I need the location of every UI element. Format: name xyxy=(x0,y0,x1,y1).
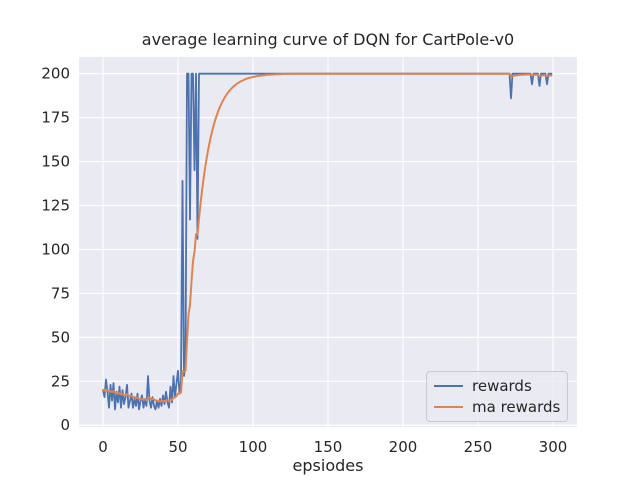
y-tick-label: 75 xyxy=(51,284,70,302)
y-tick-label: 0 xyxy=(60,416,70,434)
x-tick-label: 100 xyxy=(239,438,268,456)
legend-label-ma-rewards: ma rewards xyxy=(472,398,561,416)
x-tick-label: 0 xyxy=(98,438,108,456)
y-tick-label: 175 xyxy=(41,109,70,127)
legend-item-rewards: rewards xyxy=(434,377,559,395)
x-tick-label: 150 xyxy=(314,438,343,456)
ma-rewards-line-swatch xyxy=(434,406,463,408)
x-tick-label: 300 xyxy=(539,438,568,456)
y-tick-label: 25 xyxy=(51,372,70,390)
y-tick-label: 200 xyxy=(41,65,70,83)
x-tick-label: 250 xyxy=(464,438,493,456)
x-tick-label: 50 xyxy=(168,438,187,456)
y-tick-label: 50 xyxy=(51,328,70,346)
x-tick-label: 200 xyxy=(389,438,418,456)
legend: rewards ma rewards xyxy=(426,371,568,422)
y-tick-label: 150 xyxy=(41,153,70,171)
legend-label-rewards: rewards xyxy=(472,377,532,395)
series-line-ma-rewards xyxy=(102,72,553,403)
x-axis-label: epsiodes xyxy=(292,456,364,475)
y-tick-label: 125 xyxy=(41,197,70,215)
y-tick-label: 100 xyxy=(41,240,70,258)
rewards-line-swatch xyxy=(434,385,463,387)
legend-item-ma-rewards: ma rewards xyxy=(434,398,561,416)
chart-title: average learning curve of DQN for CartPo… xyxy=(141,30,515,49)
